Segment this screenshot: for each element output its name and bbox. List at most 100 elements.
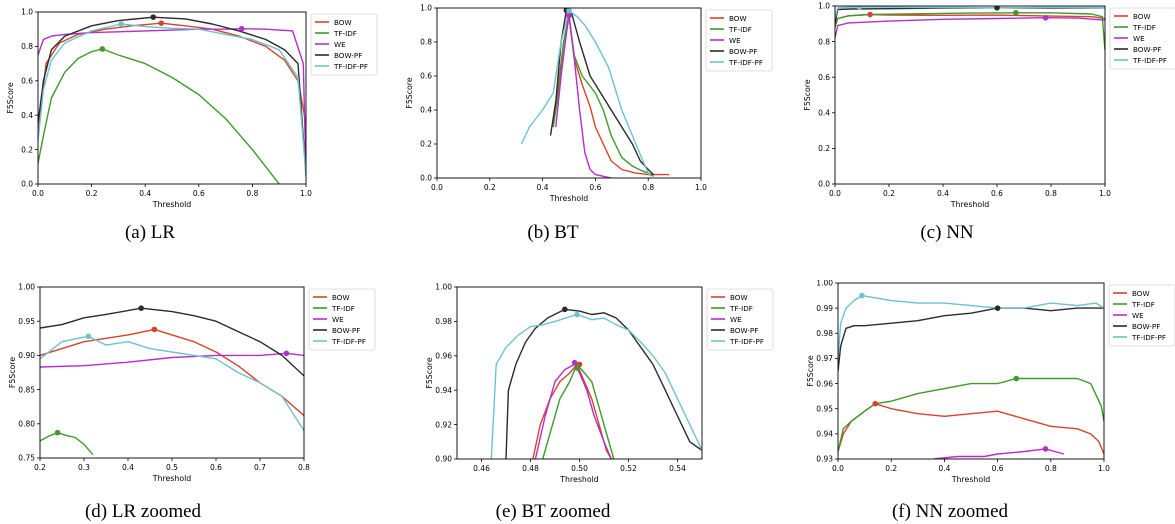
axes-frame xyxy=(834,5,1106,185)
series-line xyxy=(542,363,615,459)
legend: BOW TF-IDF WE BOW-PF TF-IDF-PF xyxy=(1108,284,1175,347)
y-tick-label: 0.90 xyxy=(435,455,452,464)
chart-caption: (a) LR xyxy=(124,222,176,243)
y-tick-label: 0.94 xyxy=(816,430,833,439)
legend-label: BOW-PF xyxy=(1133,45,1161,54)
y-axis-label: F5Score xyxy=(806,355,815,386)
series-line xyxy=(38,16,306,176)
y-tick-label: 0.94 xyxy=(435,386,452,395)
x-tick-label: 1.0 xyxy=(1099,189,1111,198)
series-max-marker xyxy=(859,292,865,299)
chart-caption: (f) NN zoomed xyxy=(891,501,1009,522)
y-tick-label: 1.0 xyxy=(818,2,830,11)
legend-box xyxy=(308,288,376,351)
x-tick-label: 0.8 xyxy=(1045,189,1057,198)
series-line xyxy=(838,402,1104,455)
x-tick-label: 0.5 xyxy=(166,463,178,472)
y-tick-label: 0.93 xyxy=(816,455,833,464)
legend-label: TF-IDF xyxy=(728,25,752,34)
legend: BOW TF-IDF WE BOW-PF TF-IDF-PF xyxy=(308,288,376,351)
series-line xyxy=(40,328,304,417)
legend-label: TF-IDF xyxy=(333,29,357,38)
x-tick-label: 0.2 xyxy=(885,464,897,473)
y-tick-label: 0.6 xyxy=(818,73,830,82)
series-line xyxy=(835,12,1105,51)
legend: BOW TF-IDF WE BOW-PF TF-IDF-PF xyxy=(706,288,774,351)
y-tick-label: 0.2 xyxy=(818,144,830,153)
plot-area xyxy=(520,8,670,178)
legend-box xyxy=(706,288,774,351)
plot-area xyxy=(838,292,1104,459)
series-line xyxy=(38,48,280,184)
y-tick-label: 0.8 xyxy=(818,37,830,46)
legend-label: WE xyxy=(1133,34,1145,43)
y-tick-label: 0.80 xyxy=(18,420,35,429)
series-max-marker xyxy=(1013,375,1020,382)
legend: BOW TF-IDF WE BOW-PF TF-IDF-PF xyxy=(310,13,378,76)
x-tick-label: 0.0 xyxy=(32,189,44,198)
series-line xyxy=(40,431,94,456)
y-tick-label: 0.2 xyxy=(420,140,432,149)
series-max-marker xyxy=(1042,14,1049,21)
legend-label: TF-IDF-PF xyxy=(1132,56,1167,65)
chart-panel: 0.0 0.2 0.4 0.6 0.8 1.0 0.0 0.2 0.4 0.6 0.8 1.0 Thre… xyxy=(795,0,1175,244)
series-max-marker xyxy=(867,11,873,18)
legend-label: WE xyxy=(730,315,742,324)
x-axis-label: Threshold xyxy=(950,200,989,209)
axes-frame xyxy=(39,286,305,459)
plot-area xyxy=(38,14,306,184)
series-line xyxy=(552,14,670,176)
chart-svg: 0.2 0.3 0.4 0.5 0.6 0.7 0.8 0.75 0.80 0.85 0.90 0.9… xyxy=(8,283,376,483)
series-line xyxy=(40,335,304,431)
x-axis-label: Threshold xyxy=(951,475,990,484)
chart-svg: 0.0 0.2 0.4 0.6 0.8 1.0 0.93 0.94 0.95 0.96 0.97 0.… xyxy=(806,280,1175,484)
legend-label: BOW xyxy=(1133,12,1151,21)
legend-label: BOW-PF xyxy=(332,326,360,335)
series-max-marker xyxy=(562,306,568,313)
series-max-marker xyxy=(151,326,158,333)
x-tick-label: 0.2 xyxy=(34,463,46,472)
series-line xyxy=(838,307,1104,372)
chart-caption: (e) BT zoomed xyxy=(495,501,611,522)
legend-box xyxy=(1109,7,1175,70)
y-tick-label: 0.98 xyxy=(816,329,833,338)
series-line xyxy=(505,308,702,459)
y-tick-label: 0.90 xyxy=(18,351,35,360)
x-tick-label: 0.0 xyxy=(829,189,841,198)
legend-label: TF-IDF xyxy=(1132,23,1156,32)
x-tick-label: 0.8 xyxy=(642,183,654,192)
chart-svg: 0.0 0.2 0.4 0.6 0.8 1.0 0.0 0.2 0.4 0.6 0.8 1.0 Thre… xyxy=(6,8,378,209)
y-tick-label: 0.98 xyxy=(435,317,452,326)
x-tick-label: 0.7 xyxy=(254,463,266,472)
legend-label: BOW-PF xyxy=(729,47,757,56)
legend-label: BOW xyxy=(332,293,350,302)
y-tick-label: 0.96 xyxy=(435,352,452,361)
chart-panel: 0.0 0.2 0.4 0.6 0.8 1.0 0.0 0.2 0.4 0.6 0.8 1.0 Thre… xyxy=(0,0,390,244)
y-tick-label: 0.0 xyxy=(420,174,432,183)
series-max-marker xyxy=(1042,446,1049,452)
chart-caption: (d) LR zoomed xyxy=(84,501,202,522)
y-tick-label: 0.0 xyxy=(21,180,33,189)
series-max-marker xyxy=(138,305,144,312)
y-tick-label: 0.96 xyxy=(816,379,833,388)
legend-label: BOW-PF xyxy=(730,326,758,335)
series-max-marker xyxy=(1013,9,1019,16)
y-tick-label: 0.92 xyxy=(435,420,452,429)
chart-panel: 0.2 0.3 0.4 0.5 0.6 0.7 0.8 0.75 0.80 0.85 0.90 0.9… xyxy=(0,280,390,524)
y-axis-label: F5Score xyxy=(425,357,434,388)
y-axis-label: F5Score xyxy=(8,357,17,388)
x-tick-label: 0.0 xyxy=(431,183,443,192)
chart-svg: 0.46 0.48 0.50 0.52 0.54 0.90 0.92 0.94 0.96 0.98… xyxy=(425,283,774,484)
y-tick-label: 0.75 xyxy=(18,454,35,463)
series-line xyxy=(532,363,612,459)
chart-svg: 0.0 0.2 0.4 0.6 0.8 1.0 0.0 0.2 0.4 0.6 0.8 1.0 Thre… xyxy=(803,2,1175,209)
legend-box xyxy=(1108,284,1175,347)
x-tick-label: 0.6 xyxy=(210,463,222,472)
chart-caption: (c) NN xyxy=(920,222,974,243)
series-max-marker xyxy=(99,46,106,52)
x-tick-label: 0.6 xyxy=(991,189,1003,198)
series-line xyxy=(838,377,1104,452)
legend: BOW TF-IDF WE BOW-PF TF-IDF-PF xyxy=(1109,7,1175,70)
series-max-marker xyxy=(118,21,124,27)
